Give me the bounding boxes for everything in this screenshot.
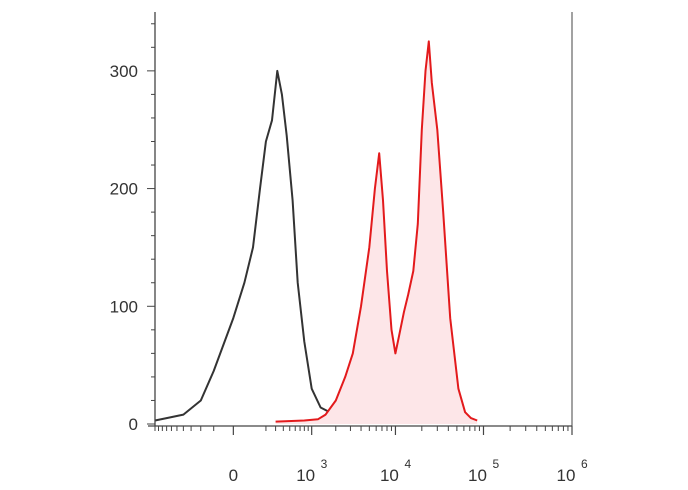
x-tick-exponent: 4 <box>404 457 411 471</box>
x-tick-label: 10 <box>557 466 576 485</box>
y-tick-label: 0 <box>129 415 138 434</box>
series-1-area <box>275 41 478 425</box>
x-tick-exponent: 5 <box>492 457 499 471</box>
x-tick-label: 10 <box>296 466 315 485</box>
y-tick-label: 200 <box>110 180 138 199</box>
series-0-line <box>154 69 370 422</box>
y-tick-label: 300 <box>110 62 138 81</box>
x-tick-exponent: 6 <box>581 457 588 471</box>
x-tick-label: 0 <box>229 466 238 485</box>
series-1-line <box>275 40 478 423</box>
y-ticks: 0 100 200 300 <box>110 23 155 434</box>
x-tick-label: 10 <box>380 466 399 485</box>
series-layer <box>154 40 478 425</box>
x-tick-label: 10 <box>468 466 487 485</box>
x-tick-exponent: 3 <box>321 457 328 471</box>
y-tick-label: 100 <box>110 297 138 316</box>
x-ticks: 0 10 3 10 4 10 5 10 6 <box>154 426 588 485</box>
